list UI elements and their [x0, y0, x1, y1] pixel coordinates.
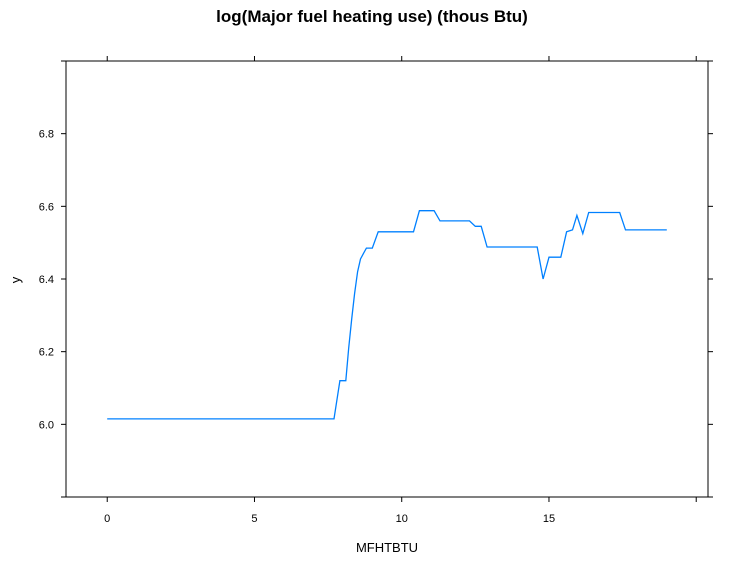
- x-tick-label: 0: [104, 513, 110, 525]
- y-tick-label: 6.0: [39, 419, 54, 431]
- series-group: [107, 210, 667, 420]
- axis-ticks: 0 5 10 15 6.0 6.2 6.4 6.6 6.8: [39, 56, 713, 525]
- x-tick-label: 5: [251, 513, 257, 525]
- y-tick-label: 6.2: [39, 347, 54, 359]
- y-tick-label: 6.4: [39, 274, 54, 286]
- x-axis-label: MFHTBTU: [355, 540, 419, 555]
- chart-title: log(Major fuel heating use) (thous Btu): [216, 7, 528, 26]
- y-tick-label: 6.8: [39, 129, 54, 141]
- series-line: [107, 210, 667, 420]
- plot-frame: [65, 60, 709, 498]
- y-axis-label: y: [8, 276, 23, 284]
- y-tick-label: 6.6: [39, 201, 54, 213]
- x-tick-label: 15: [543, 513, 555, 525]
- x-tick-label: 10: [396, 513, 408, 525]
